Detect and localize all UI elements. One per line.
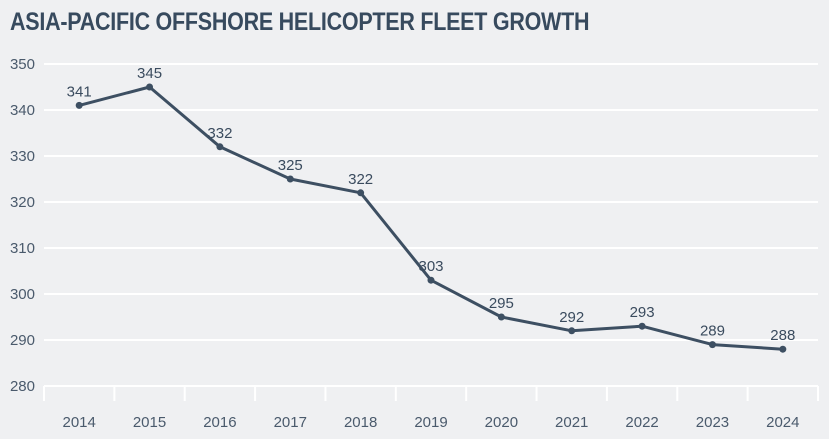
series-line [78,85,783,351]
x-tick-label: 2023 [696,414,729,431]
x-tick-label: 2019 [414,414,447,431]
data-point [497,313,505,321]
data-point [357,189,365,197]
chart-title: ASIA-PACIFIC OFFSHORE HELICOPTER FLEET G… [10,8,590,36]
data-label: 289 [700,323,725,340]
data-label: 288 [770,327,795,344]
data-point [286,175,294,183]
x-tick-label: 2020 [485,414,518,431]
y-tick-label: 320 [10,194,35,211]
data-point [568,327,576,335]
x-axis: 2014 2015 2016 2017 2018 2019 2020 2021 2022 2023… [43,386,819,431]
y-tick-label: 310 [10,240,35,257]
data-point [75,101,83,109]
data-point [638,322,646,330]
data-label: 293 [630,304,655,321]
data-label: 295 [489,295,514,312]
x-tick-label: 2017 [274,414,307,431]
data-point [708,341,716,349]
x-tick-label: 2021 [555,414,588,431]
data-labels: 341 345 332 325 322 303 295 292 293 289 288 [67,65,796,344]
data-label: 345 [137,65,162,82]
data-label: 341 [67,83,92,100]
data-point [216,143,224,151]
y-tick-label: 350 [10,56,35,73]
data-label: 325 [278,157,303,174]
y-axis: 280 290 300 310 320 330 340 350 [10,56,35,395]
data-point [146,83,154,91]
x-tick-label: 2022 [625,414,658,431]
x-tick-label: 2024 [766,414,799,431]
x-tick-label: 2014 [62,414,95,431]
data-label: 292 [559,309,584,326]
x-tick-label: 2015 [133,414,166,431]
y-tick-label: 280 [10,378,35,395]
data-point [779,345,787,353]
data-point [427,276,435,284]
y-tick-label: 300 [10,286,35,303]
data-label: 322 [348,171,373,188]
data-label: 303 [418,258,443,275]
x-tick-label: 2018 [344,414,377,431]
y-tick-label: 340 [10,102,35,119]
gridlines [44,63,818,387]
x-tick-label: 2016 [203,414,236,431]
y-tick-label: 330 [10,148,35,165]
series-layer [75,83,787,353]
data-label: 332 [207,125,232,142]
y-tick-label: 290 [10,332,35,349]
